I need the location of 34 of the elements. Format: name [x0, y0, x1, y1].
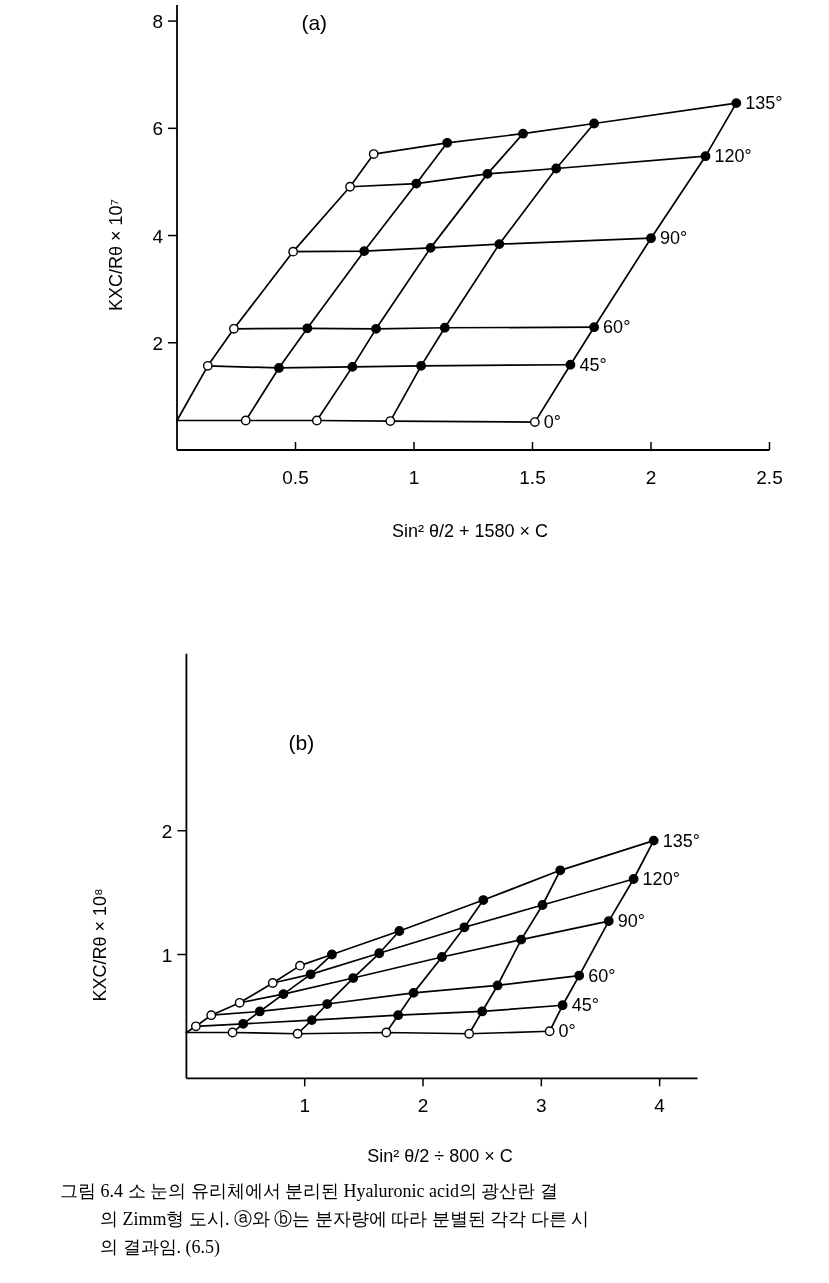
y-tick-label: 8 [152, 11, 163, 33]
series-label: 45° [571, 995, 599, 1016]
series-label: 0° [558, 1021, 576, 1042]
x-tick-label: 2.5 [756, 467, 783, 488]
series-label: 60° [588, 965, 616, 986]
series-label: 90° [617, 911, 645, 932]
series-label: 60° [603, 317, 631, 338]
x-tick-label: 1 [408, 467, 420, 488]
y-tick-label: 1 [161, 944, 173, 966]
y-axis-title: KXC/Rθ × 10⁸ [90, 888, 110, 1002]
y-tick-label: 2 [152, 332, 163, 354]
series-label: 120° [642, 869, 680, 889]
x-tick-label: 2 [417, 1095, 429, 1117]
series-label: 120° [714, 146, 752, 167]
y-tick-label: 2 [161, 820, 173, 842]
title: (a) [301, 11, 328, 34]
y-tick-label: 6 [152, 118, 163, 140]
series-label: 45° [579, 354, 607, 375]
x-tick-label: 4 [654, 1095, 665, 1117]
y-axis-title: KXC/Rθ × 10⁷ [106, 198, 126, 312]
series-label: 135° [745, 93, 783, 114]
series-label: 135° [662, 830, 700, 851]
x-tick-label: 1.5 [519, 467, 546, 488]
x-tick-label: 2 [645, 467, 657, 488]
y-tick-label: 4 [152, 225, 163, 247]
x-axis-title: Sin² θ/2 + 1580 × C [391, 521, 549, 541]
x-tick-label: 1 [299, 1095, 310, 1117]
title: (b) [288, 731, 315, 754]
series-label: 0° [543, 412, 562, 433]
x-axis-title: Sin² θ/2 ÷ 800 × C [367, 1146, 513, 1166]
caption: 그림 6.4 소 눈의 유리체에서 분리된 Hyaluronic acid의 광산란 결 의 Zimm형 도시. ⓐ와 ⓑ는 분자량에 따라 분별된 각각 다른 시 의 결과임. (6.5) [60, 1180, 591, 1259]
series-label: 90° [660, 228, 688, 249]
x-tick-label: 0.5 [282, 467, 309, 488]
x-tick-label: 3 [536, 1095, 547, 1117]
